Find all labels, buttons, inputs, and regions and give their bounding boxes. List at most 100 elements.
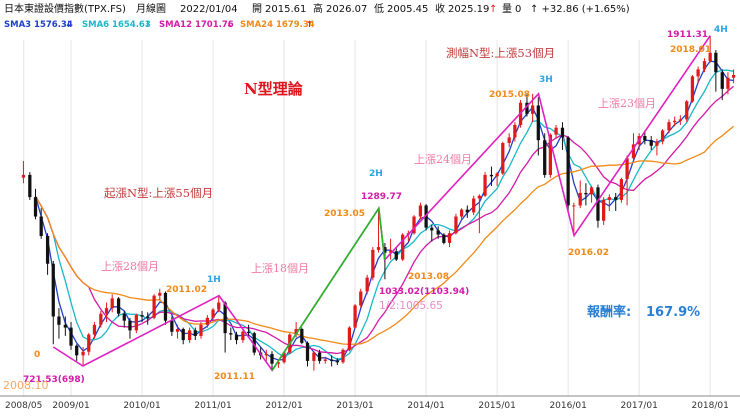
candle-body — [158, 292, 162, 296]
volume-value: 0 — [515, 4, 521, 15]
candle-body — [21, 174, 26, 178]
candle-body — [625, 158, 629, 180]
date-label-2013-08: 2013.08 — [408, 272, 449, 282]
candle-body — [560, 127, 565, 138]
x-tick-label: 2018/01 — [691, 401, 728, 411]
candle-body — [28, 174, 32, 198]
candle-body — [483, 174, 487, 196]
candle-body — [99, 313, 103, 325]
annotation-measured-n: 測幅N型:上漲53個月 — [446, 46, 555, 60]
ma-legend-sma12: SMA12 1701.76 — [159, 20, 234, 30]
candle-body — [685, 101, 689, 120]
ma-legend-sma12-arrow-icon: ↓ — [226, 20, 233, 30]
date-label-2016-02: 2016.02 — [568, 248, 609, 258]
ma-legend-sma6: SMA6 1654.63 — [82, 20, 151, 30]
candle-body — [187, 330, 192, 341]
x-tick-label: 2010/01 — [123, 401, 160, 411]
x-tick-label: 2009/01 — [52, 401, 89, 411]
high-value: 2026.07 — [326, 4, 367, 15]
candle-body — [104, 308, 109, 314]
candle-body — [134, 315, 138, 331]
candle-body — [122, 313, 126, 321]
annotation-up18: 上漲18個月 — [251, 262, 309, 275]
candle-body — [175, 328, 180, 332]
low-value: 2005.45 — [387, 4, 428, 15]
candle-body — [146, 316, 150, 318]
wave-label-4h: 4H — [714, 25, 728, 35]
wave-label-3h: 3H — [539, 75, 553, 85]
candle-body — [229, 333, 233, 335]
ma-legend-sma3-arrow-icon: ↓ — [65, 20, 72, 30]
price-label-zero-partial: 0 — [34, 350, 40, 360]
candle-body — [110, 298, 114, 309]
candle-body — [501, 142, 505, 174]
candle-body — [607, 197, 611, 200]
x-axis: 2008/05 2009/01 2010/01 2011/01 2012/01 2013/… — [0, 395, 740, 411]
annotation-start-n: 起漲N型:上漲55個月 — [104, 186, 213, 200]
candle-body — [75, 345, 79, 356]
candle-body — [655, 141, 659, 146]
price-label-1911-31: 1911.31 — [667, 30, 708, 40]
candle-body — [276, 362, 281, 364]
candle-body — [424, 205, 428, 228]
candle-body — [726, 77, 730, 89]
candle-body — [525, 102, 529, 114]
wave-label-2h: 2H — [369, 169, 383, 179]
candle-body — [507, 137, 511, 143]
price-label-1033-02: 1033.02(1103.94) — [379, 287, 469, 297]
candle-body — [163, 292, 168, 321]
annotation-up24: 上漲24個月 — [414, 153, 472, 166]
open-label: 開 — [252, 3, 262, 15]
high-label: 高 — [313, 2, 323, 15]
candle-body — [584, 192, 588, 195]
candle-body — [531, 105, 535, 114]
wave-2h-segment — [271, 206, 386, 371]
return-label: 報酬率: — [587, 304, 631, 320]
candle-body — [643, 136, 647, 141]
wave-label-1h: 1H — [207, 275, 221, 285]
candle-body — [294, 328, 298, 335]
candle-body — [92, 324, 97, 335]
ma24-line — [34, 125, 735, 346]
candle-body — [572, 205, 576, 207]
candle-body — [418, 205, 423, 217]
candle-body — [731, 74, 736, 78]
candle-body — [81, 351, 85, 356]
x-tick-label: 2008/05 — [5, 401, 42, 411]
candle-body — [477, 195, 481, 199]
candle-body — [205, 317, 209, 325]
date-label-2008-10-partial: 2008.10 — [3, 379, 49, 392]
candle-body — [365, 277, 369, 292]
candle-body — [270, 353, 274, 364]
volume-label: 量 — [502, 3, 512, 15]
candle-body — [193, 330, 197, 336]
candle-body — [128, 320, 132, 331]
close-value: 2025.19 — [448, 4, 489, 15]
candle-body — [317, 352, 322, 361]
candlesticks — [21, 35, 736, 371]
candle-body — [341, 349, 345, 363]
candle-body — [330, 359, 334, 361]
candle-body — [383, 247, 387, 253]
candle-body — [376, 247, 381, 250]
candle-body — [252, 333, 256, 353]
candle-body — [45, 235, 50, 264]
candle-body — [305, 342, 310, 361]
ma-legend: SMA3 1576.34 ↓ SMA6 1654.63 ↓ SMA12 1701… — [4, 20, 315, 30]
date-label-2013-05: 2013.05 — [324, 209, 365, 219]
candle-body — [566, 137, 570, 206]
candle-body — [282, 352, 286, 363]
candle-body — [170, 320, 174, 332]
candle-body — [548, 134, 553, 175]
candle-body — [57, 316, 61, 325]
date-label-2018-01: 2018.01 — [670, 45, 711, 55]
candle-body — [614, 197, 618, 200]
close-arrow-icon: ↑ — [489, 4, 497, 15]
candle-body — [347, 327, 352, 350]
instrument-name: 日本東證設價指數(TPX.FS) — [4, 2, 126, 15]
candle-body — [513, 124, 517, 138]
candle-body — [371, 249, 375, 278]
